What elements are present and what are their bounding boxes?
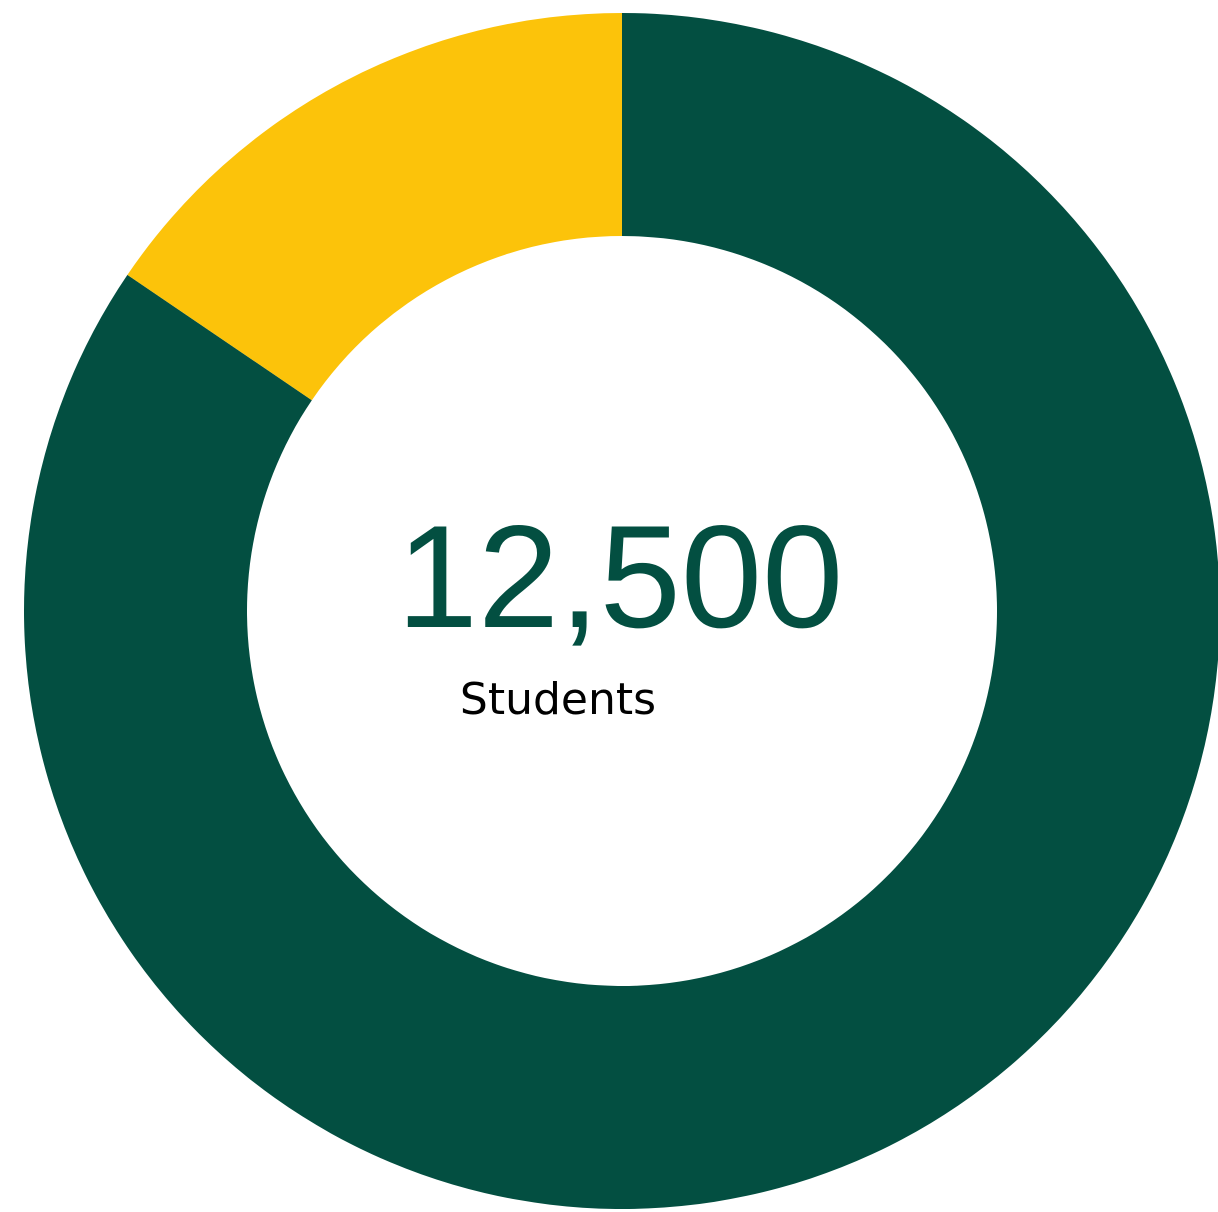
donut-slice-1 [24, 13, 1218, 1209]
donut-slices [24, 13, 1218, 1209]
center-label: Students [460, 674, 656, 725]
donut-slice-2 [127, 13, 622, 401]
center-value: 12,500 [397, 495, 844, 658]
